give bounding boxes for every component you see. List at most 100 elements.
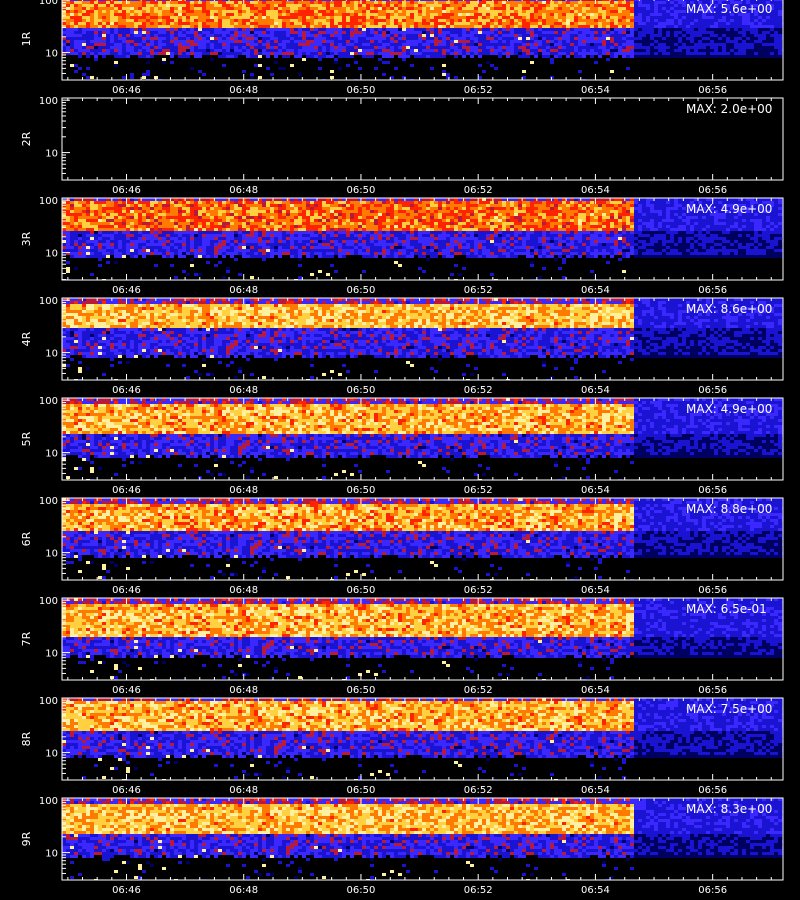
heatmap-cell bbox=[658, 22, 662, 25]
heatmap-cell bbox=[654, 7, 658, 10]
heatmap-cell bbox=[698, 16, 702, 19]
heatmap-cell bbox=[210, 22, 214, 25]
heatmap-cell bbox=[190, 228, 194, 231]
heatmap-cell bbox=[398, 4, 402, 7]
heatmap-cell bbox=[146, 40, 150, 43]
heatmap-cell bbox=[90, 216, 94, 219]
heatmap-cell bbox=[278, 10, 282, 13]
heatmap-cell bbox=[106, 31, 110, 34]
heatmap-cell bbox=[282, 37, 286, 40]
heatmap-cell bbox=[134, 240, 138, 243]
heatmap-cell bbox=[506, 4, 510, 7]
heatmap-cell bbox=[222, 252, 226, 255]
heatmap-cell bbox=[186, 10, 190, 13]
heatmap-cell bbox=[66, 210, 70, 213]
heatmap-cell bbox=[146, 4, 150, 7]
heatmap-cell bbox=[278, 52, 282, 55]
heatmap-cell bbox=[494, 1, 498, 4]
heatmap-cell bbox=[478, 55, 482, 58]
heatmap-cell bbox=[82, 16, 86, 19]
heatmap-cell bbox=[350, 4, 354, 7]
heatmap-cell bbox=[630, 40, 634, 43]
heatmap-cell bbox=[130, 76, 134, 79]
heatmap-cell bbox=[150, 198, 154, 201]
heatmap-cell bbox=[110, 19, 114, 22]
heatmap-cell bbox=[570, 28, 574, 31]
heatmap-cell bbox=[638, 1, 642, 4]
heatmap-cell bbox=[202, 43, 206, 46]
heatmap-cell bbox=[134, 243, 138, 246]
heatmap-cell bbox=[138, 216, 142, 219]
heatmap-cell bbox=[70, 4, 74, 7]
heatmap-cell bbox=[374, 43, 378, 46]
heatmap-cell bbox=[166, 28, 170, 31]
heatmap-cell bbox=[242, 7, 246, 10]
heatmap-cell bbox=[306, 52, 310, 55]
heatmap-cell bbox=[362, 46, 366, 49]
heatmap-cell bbox=[234, 252, 238, 255]
heatmap-cell bbox=[402, 43, 406, 46]
heatmap-cell bbox=[90, 210, 94, 213]
heatmap-cell bbox=[514, 22, 518, 25]
heatmap-cell bbox=[498, 43, 502, 46]
heatmap-cell bbox=[174, 225, 178, 228]
heatmap-cell bbox=[218, 231, 222, 234]
heatmap-cell bbox=[270, 228, 274, 231]
heatmap-cell bbox=[354, 61, 358, 64]
heatmap-cell bbox=[530, 13, 534, 16]
heatmap-cell bbox=[214, 7, 218, 10]
heatmap-cell bbox=[686, 34, 690, 37]
heatmap-cell bbox=[758, 22, 762, 25]
heatmap-cell bbox=[122, 43, 126, 46]
heatmap-cell bbox=[302, 28, 306, 31]
heatmap-cell bbox=[254, 7, 258, 10]
heatmap-cell bbox=[482, 34, 486, 37]
heatmap-cell bbox=[434, 52, 438, 55]
heatmap-cell bbox=[198, 249, 202, 252]
heatmap-cell bbox=[462, 37, 466, 40]
heatmap-cell bbox=[406, 7, 410, 10]
heatmap-cell bbox=[250, 231, 254, 234]
heatmap-cell bbox=[114, 255, 118, 258]
heatmap-cell bbox=[734, 40, 738, 43]
heatmap-cell bbox=[406, 37, 410, 40]
heatmap-cell bbox=[510, 0, 514, 1]
heatmap-cell bbox=[234, 198, 238, 201]
heatmap-cell bbox=[482, 43, 486, 46]
heatmap-cell bbox=[546, 4, 550, 7]
heatmap-cell bbox=[770, 0, 774, 1]
heatmap-cell bbox=[266, 0, 270, 1]
heatmap-cell bbox=[386, 61, 390, 64]
heatmap-cell bbox=[238, 40, 242, 43]
heatmap-cell bbox=[374, 49, 378, 52]
heatmap-cell bbox=[226, 204, 230, 207]
heatmap-cell bbox=[142, 49, 146, 52]
heatmap-cell bbox=[374, 19, 378, 22]
heatmap-cell bbox=[238, 219, 242, 222]
heatmap-cell bbox=[238, 43, 242, 46]
heatmap-cell bbox=[262, 34, 266, 37]
heatmap-cell bbox=[130, 19, 134, 22]
heatmap-cell bbox=[474, 4, 478, 7]
heatmap-cell bbox=[234, 7, 238, 10]
heatmap-cell bbox=[342, 52, 346, 55]
heatmap-cell bbox=[482, 37, 486, 40]
heatmap-cell bbox=[66, 46, 70, 49]
heatmap-cell bbox=[86, 55, 90, 58]
heatmap-cell bbox=[206, 43, 210, 46]
heatmap-cell bbox=[258, 252, 262, 255]
heatmap-cell bbox=[354, 0, 358, 1]
heatmap-cell bbox=[610, 34, 614, 37]
heatmap-cell bbox=[206, 25, 210, 28]
heatmap-cell bbox=[466, 28, 470, 31]
heatmap-cell bbox=[570, 10, 574, 13]
heatmap-cell bbox=[682, 13, 686, 16]
heatmap-cell bbox=[594, 13, 598, 16]
heatmap-cell bbox=[202, 13, 206, 16]
heatmap-cell bbox=[150, 43, 154, 46]
heatmap-cell bbox=[774, 43, 778, 46]
heatmap-cell bbox=[142, 252, 146, 255]
heatmap-cell bbox=[262, 49, 266, 52]
heatmap-cell bbox=[282, 4, 286, 7]
heatmap-cell bbox=[306, 7, 310, 10]
